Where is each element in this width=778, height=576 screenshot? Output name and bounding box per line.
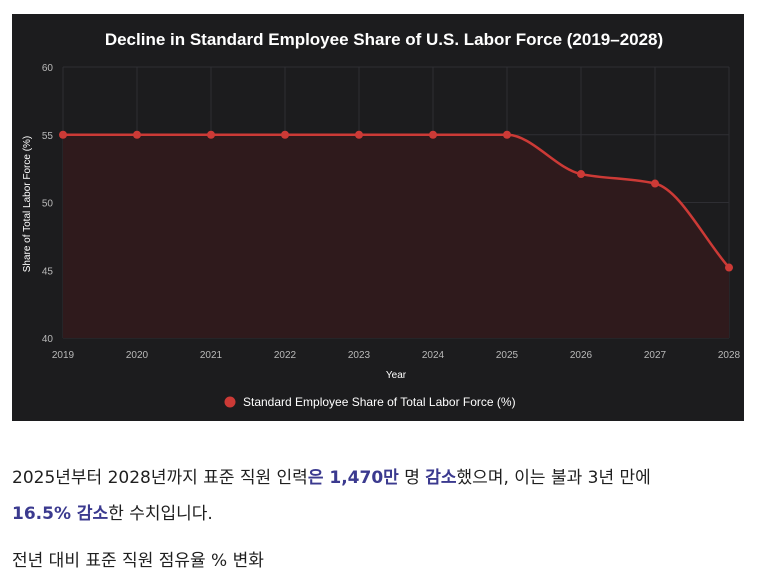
chart-card: Decline in Standard Employee Share of U.…	[12, 14, 744, 421]
section-subheading: 전년 대비 표준 직원 점유율 % 변화	[12, 551, 264, 571]
data-point-2021[interactable]	[207, 130, 215, 139]
data-point-2020[interactable]	[133, 130, 141, 139]
line-chart: Decline in Standard Employee Share of U.…	[22, 30, 741, 409]
x-tick-labels: 2019 2020 2021 2022 2023 2024 2025 2026 2027 2028	[52, 350, 741, 361]
x-tick-label: 2025	[496, 350, 519, 361]
y-tick-label: 40	[42, 334, 54, 345]
x-tick-label: 2026	[570, 350, 593, 361]
x-tick-label: 2021	[200, 350, 223, 361]
x-tick-label: 2024	[422, 350, 445, 361]
data-point-2019[interactable]	[59, 130, 67, 139]
y-tick-label: 45	[42, 266, 54, 277]
data-point-2027[interactable]	[651, 179, 659, 188]
x-tick-label: 2019	[52, 350, 75, 361]
series-line-layer	[62, 133, 730, 269]
y-axis-label: Share of Total Labor Force (%)	[22, 136, 33, 273]
summary-highlight-percent: 16.5% 감소	[12, 504, 109, 524]
data-point-2022[interactable]	[281, 130, 289, 139]
x-tick-label: 2023	[348, 350, 371, 361]
y-tick-label: 60	[42, 63, 54, 74]
summary-paragraph: 2025년부터 2028년까지 표준 직원 인력은 1,470만 명 감소했으며…	[12, 460, 762, 532]
data-point-2024[interactable]	[429, 130, 437, 139]
summary-highlight-count: 은 1,470만	[307, 468, 399, 488]
series-area	[63, 134, 729, 338]
x-tick-label: 2027	[644, 350, 667, 361]
summary-highlight-decrease: 감소	[425, 468, 457, 488]
data-point-2023[interactable]	[355, 130, 363, 139]
chart-title: Decline in Standard Employee Share of U.…	[105, 30, 663, 49]
data-point-2025[interactable]	[503, 130, 511, 139]
data-points-layer	[59, 130, 733, 272]
x-tick-label: 2022	[274, 350, 297, 361]
summary-text-2: 명	[398, 468, 426, 488]
data-point-2026[interactable]	[577, 170, 585, 179]
y-tick-label: 55	[42, 131, 54, 142]
series-line	[62, 133, 730, 269]
x-tick-label: 2020	[126, 350, 149, 361]
legend-marker	[224, 396, 236, 408]
x-tick-label: 2028	[718, 350, 741, 361]
summary-text-1: 2025년부터 2028년까지 표준 직원 인력	[12, 468, 308, 488]
legend-label: Standard Employee Share of Total Labor F…	[243, 395, 516, 409]
summary-text-4: 한 수치입니다.	[108, 504, 213, 524]
summary-text-3: 했으며, 이는 불과 3년 만에	[456, 468, 651, 488]
x-axis-label: Year	[386, 370, 407, 381]
data-point-2028[interactable]	[725, 263, 733, 272]
y-tick-labels: 40 45 50 55 60	[42, 63, 54, 345]
legend[interactable]: Standard Employee Share of Total Labor F…	[224, 395, 516, 409]
area-fill-layer	[63, 134, 729, 338]
y-tick-label: 50	[42, 199, 54, 210]
